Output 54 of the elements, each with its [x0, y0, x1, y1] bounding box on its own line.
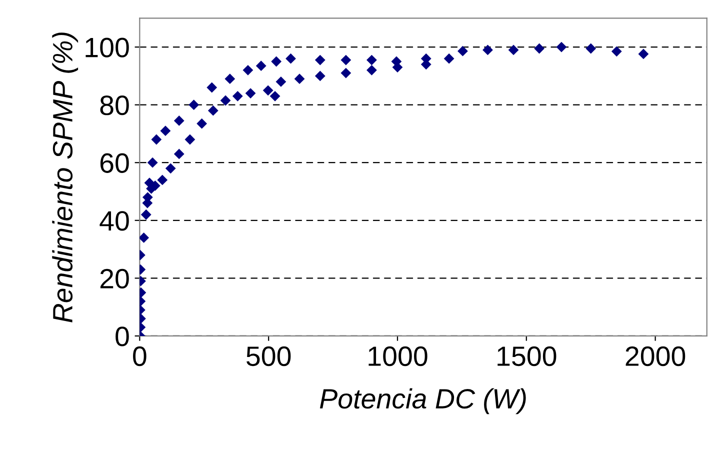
x-tick-label: 2000: [626, 346, 686, 366]
point: [174, 116, 184, 126]
point: [638, 48, 649, 60]
point: [314, 54, 326, 66]
y-tick-label: 100: [86, 38, 129, 58]
point: [196, 118, 208, 129]
point: [165, 163, 176, 174]
point: [276, 76, 286, 87]
point: [270, 90, 280, 102]
point: [208, 105, 218, 116]
point: [188, 100, 200, 110]
point: [157, 174, 168, 186]
point: [224, 74, 236, 84]
point: [232, 90, 243, 102]
point: [340, 68, 352, 78]
point: [184, 134, 196, 145]
y-tick-label: 60: [100, 153, 129, 173]
x-tick-label: 1500: [498, 346, 556, 366]
point: [458, 46, 468, 56]
point: [160, 126, 171, 136]
point: [286, 53, 296, 64]
point: [508, 44, 519, 56]
point: [262, 85, 274, 96]
x-tick-label: 500: [246, 346, 291, 366]
point: [366, 64, 377, 76]
point: [140, 209, 152, 220]
point: [242, 64, 254, 76]
point: [144, 178, 155, 188]
point: [314, 70, 326, 82]
x-tick-label: 0: [133, 346, 146, 366]
point: [586, 43, 596, 54]
point: [556, 42, 567, 52]
point: [220, 95, 231, 106]
y-tick-label: 20: [100, 268, 129, 289]
point: [271, 56, 282, 67]
point: [482, 44, 493, 56]
y-tick-label: 0: [116, 326, 129, 346]
point: [256, 60, 266, 72]
point: [206, 82, 218, 93]
point: [294, 74, 305, 84]
point: [444, 53, 454, 64]
x-tick-label: 1000: [368, 346, 428, 366]
point: [151, 134, 162, 145]
point: [534, 43, 544, 54]
y-tick-label: 80: [100, 96, 129, 116]
y-axis-title: Rendimiento SPMP (%): [52, 32, 78, 322]
point: [611, 46, 622, 57]
x-axis-title: Potencia DC (W): [320, 388, 526, 414]
point: [366, 54, 377, 66]
point: [340, 54, 352, 66]
point: [245, 88, 256, 98]
y-tick-label: 40: [100, 211, 129, 231]
point: [147, 157, 158, 168]
point: [174, 148, 184, 160]
